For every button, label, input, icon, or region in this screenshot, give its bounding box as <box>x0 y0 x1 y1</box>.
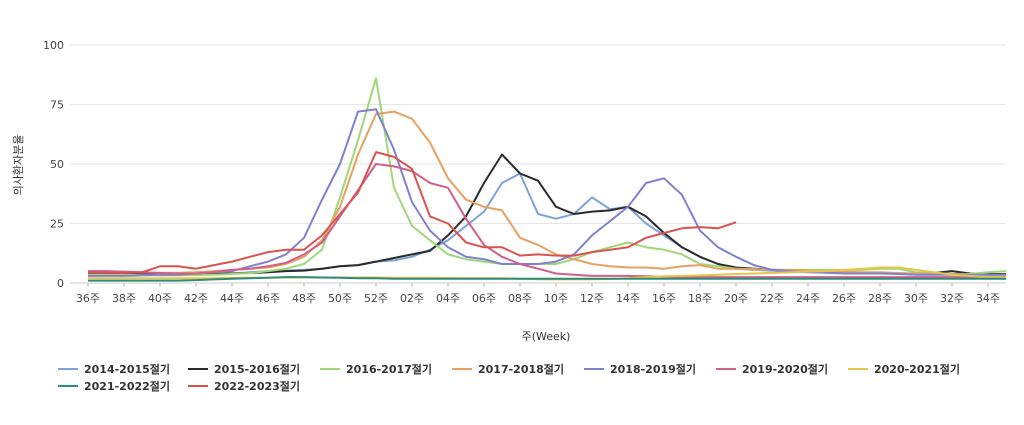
grid-lines <box>70 44 1006 284</box>
legend-label: 2018-2019절기 <box>610 362 696 376</box>
y-tick-label: 25 <box>50 218 64 231</box>
x-tick-label: 34주 <box>976 292 1000 305</box>
series-line-2014-2015절기[interactable] <box>87 172 1006 277</box>
legend-label: 2022-2023절기 <box>214 379 300 393</box>
legend-item[interactable]: 2019-2020절기 <box>716 362 828 376</box>
x-tick-label: 12주 <box>580 292 604 305</box>
series-line-2021-2022절기[interactable] <box>88 276 1006 282</box>
legend-item[interactable]: 2016-2017절기 <box>320 362 432 376</box>
x-tick-label: 22주 <box>760 292 784 305</box>
x-tick-label: 52주 <box>364 292 388 305</box>
legend-label: 2019-2020절기 <box>742 362 828 376</box>
x-tick-label: 38주 <box>112 292 136 305</box>
y-tick-label: 0 <box>57 277 64 290</box>
x-tick-label: 48주 <box>292 292 316 305</box>
series-line-2016-2017절기[interactable] <box>88 77 1007 277</box>
x-tick-label: 26주 <box>832 292 856 305</box>
x-tick-label: 10주 <box>544 292 568 305</box>
y-axis-title: 의사환자분율 <box>12 135 25 196</box>
x-tick-label: 36주 <box>76 292 100 305</box>
x-tick-label: 06주 <box>472 292 496 305</box>
axes: 0 25 50 75 100 36주 38주 40주 42주 44주 46주 48주 50주 52주 02주… <box>43 39 1000 305</box>
legend-label: 2014-2015절기 <box>84 362 170 376</box>
x-tick-label: 44주 <box>220 292 244 305</box>
x-tick-label: 14주 <box>616 292 640 305</box>
x-tick-label: 18주 <box>688 292 712 305</box>
x-tick-label: 24주 <box>796 292 820 305</box>
legend-label: 2016-2017절기 <box>346 362 432 376</box>
series-line-2022-2023절기[interactable] <box>87 151 737 274</box>
x-tick-label: 32주 <box>940 292 964 305</box>
legend-label: 2017-2018절기 <box>478 362 564 376</box>
x-axis-title: 주(Week) <box>522 330 571 343</box>
x-tick-label: 04주 <box>436 292 460 305</box>
legend-item[interactable]: 2015-2016절기 <box>188 362 300 376</box>
legend-item[interactable]: 2014-2015절기 <box>58 362 170 376</box>
x-tick-label: 50주 <box>328 292 352 305</box>
legend-item[interactable]: 2018-2019절기 <box>584 362 696 376</box>
series-line-2015-2016절기[interactable] <box>88 153 1006 276</box>
x-tick-label: 20주 <box>724 292 748 305</box>
legend-item[interactable]: 2022-2023절기 <box>188 379 300 393</box>
x-tick-label: 42주 <box>184 292 208 305</box>
x-tick-label: 30주 <box>904 292 928 305</box>
x-tick-label: 46주 <box>256 292 280 305</box>
x-tick-label: 40주 <box>148 292 172 305</box>
legend-label: 2020-2021절기 <box>874 362 960 376</box>
series-lines <box>87 77 1007 282</box>
x-tick-label: 16주 <box>652 292 676 305</box>
y-tick-label: 75 <box>50 99 64 112</box>
x-tick-label: 02주 <box>400 292 424 305</box>
legend-item[interactable]: 2020-2021절기 <box>848 362 960 376</box>
legend-label: 2015-2016절기 <box>214 362 300 376</box>
legend-item[interactable]: 2021-2022절기 <box>58 379 170 393</box>
legend: 2014-2015절기 2015-2016절기 2016-2017절기 2017-20… <box>58 362 960 393</box>
y-tick-label: 50 <box>50 158 64 171</box>
legend-label: 2021-2022절기 <box>84 379 170 393</box>
series-line-2019-2020절기[interactable] <box>88 163 1006 279</box>
legend-item[interactable]: 2017-2018절기 <box>452 362 564 376</box>
x-tick-label: 28주 <box>868 292 892 305</box>
y-tick-label: 100 <box>43 39 64 52</box>
x-tick-label: 08주 <box>508 292 532 305</box>
